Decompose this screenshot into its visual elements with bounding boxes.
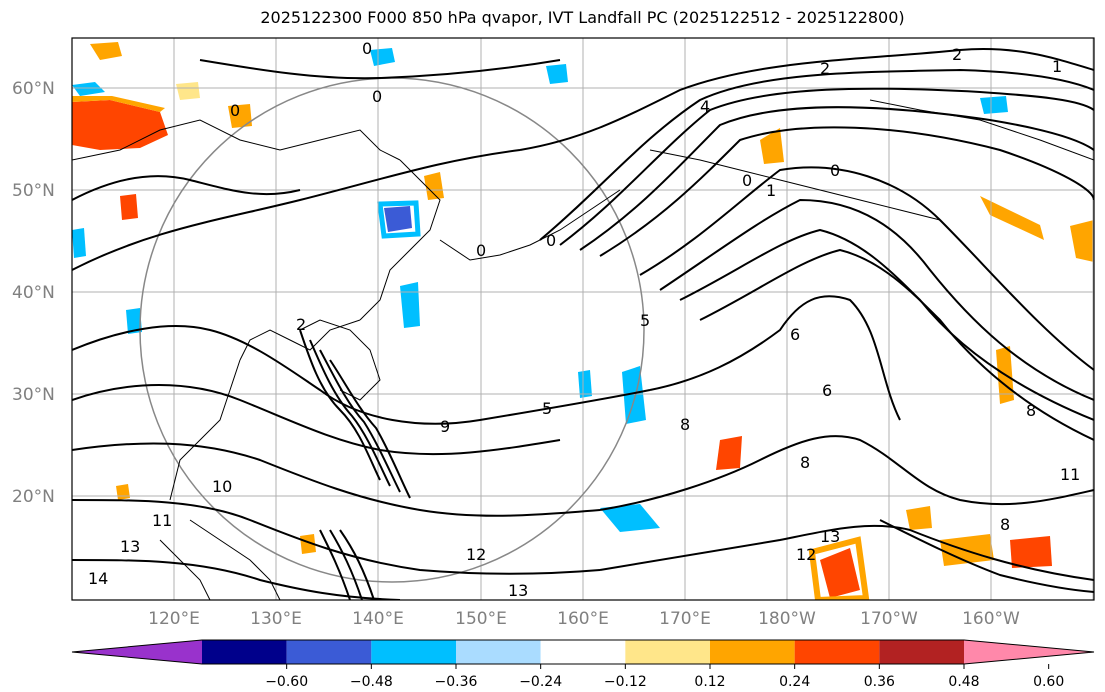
lat-tick-label: 50°N: [12, 181, 55, 201]
colorbar-tick-label: −0.24: [519, 674, 562, 690]
lon-tick-label: 170°W: [860, 609, 918, 629]
lon-tick-label: 150°E: [455, 609, 507, 629]
colorbar-tick-label: −0.36: [435, 674, 478, 690]
contour-label: 8: [800, 453, 810, 472]
colorbar-tick-label: −0.60: [265, 674, 308, 690]
contour-label: 0: [372, 87, 382, 106]
contour-label: 8: [680, 415, 690, 434]
lon-tick-label: 130°E: [250, 609, 302, 629]
colorbar-tick-label: −0.48: [350, 674, 393, 690]
contour-label: 0: [830, 161, 840, 180]
contour-label: 12: [796, 545, 816, 564]
colorbar-segment: [794, 640, 880, 664]
contour-label: 9: [440, 417, 450, 436]
contour-label: 13: [820, 527, 840, 546]
contour-label: 0: [476, 241, 486, 260]
colorbar-segment: [625, 640, 710, 664]
colorbar-segment: [540, 640, 626, 664]
contour-label: 14: [88, 569, 108, 588]
contour-label: 1: [1052, 57, 1062, 76]
contour-label: 0: [362, 39, 372, 58]
lat-tick-labels: 60°N 50°N 40°N 30°N 20°N: [12, 79, 55, 507]
lon-tick-label: 160°W: [962, 609, 1020, 629]
colorbar-segment: [879, 640, 964, 664]
colorbar-segment: [371, 640, 456, 664]
ivt-contours: [72, 48, 1094, 600]
contour-label: 2: [820, 59, 830, 78]
lat-tick-label: 60°N: [12, 79, 55, 99]
lat-tick-label: 40°N: [12, 283, 55, 303]
map-frame: [71, 37, 1095, 601]
contour-label: 8: [1026, 401, 1036, 420]
colorbar-segment: [710, 640, 795, 664]
colorbar-tick-label: 0.36: [864, 674, 895, 690]
contour-label: 4: [700, 97, 710, 116]
lon-tick-label: 170°E: [659, 609, 711, 629]
contour-label: 13: [120, 537, 140, 556]
contour-label: 8: [1000, 515, 1010, 534]
figure-title: 2025122300 F000 850 hPa qvapor, IVT Land…: [260, 8, 905, 27]
lon-tick-label: 180°W: [758, 609, 816, 629]
colorbar: −0.60 −0.48 −0.36 −0.24 −0.12 0.12 0.24 0.36 0.4…: [71, 639, 1095, 690]
colorbar-outline: [71, 639, 1095, 665]
lat-tick-label: 30°N: [12, 385, 55, 405]
contour-label: 6: [790, 325, 800, 344]
colorbar-extend-low: [72, 640, 202, 664]
colorbar-segment: [202, 640, 287, 664]
contour-labels: 0 0 0 0 0 0 0 2 2 2 1 4 5 5 6 6 8 8 8 8 …: [88, 39, 1080, 600]
contour-label: 11: [152, 511, 172, 530]
contour-label: 5: [640, 311, 650, 330]
colorbar-tick-label: −0.12: [604, 674, 647, 690]
lon-tick-label: 120°E: [148, 609, 200, 629]
contour-label: 0: [742, 171, 752, 190]
colorbar-tick-label: 0.60: [1033, 674, 1064, 690]
map-gridlines: [72, 38, 1094, 600]
contour-label: 11: [1060, 465, 1080, 484]
contour-label: 10: [212, 477, 232, 496]
contour-label: 12: [466, 545, 486, 564]
contour-label: 2: [952, 45, 962, 64]
contour-label: 0: [230, 101, 240, 120]
colorbar-tick-label: 0.24: [779, 674, 810, 690]
contour-label: 2: [296, 315, 306, 334]
colorbar-segment: [456, 640, 541, 664]
contour-label: 5: [542, 399, 552, 418]
contour-label: 6: [822, 381, 832, 400]
coastlines: [72, 99, 1094, 600]
lat-tick-label: 20°N: [12, 487, 55, 507]
colorbar-extend-high: [964, 640, 1094, 664]
contour-label: 13: [508, 581, 528, 600]
lon-tick-labels: 120°E 130°E 140°E 150°E 160°E 170°E 180°…: [148, 609, 1020, 629]
colorbar-tick-label: 0.12: [694, 674, 725, 690]
colorbar-tick-label: 0.48: [948, 674, 979, 690]
colorbar-segment: [286, 640, 372, 664]
contour-label: 1: [766, 181, 776, 200]
lon-tick-label: 160°E: [557, 609, 609, 629]
lon-tick-label: 140°E: [352, 609, 404, 629]
contour-label: 0: [546, 231, 556, 250]
